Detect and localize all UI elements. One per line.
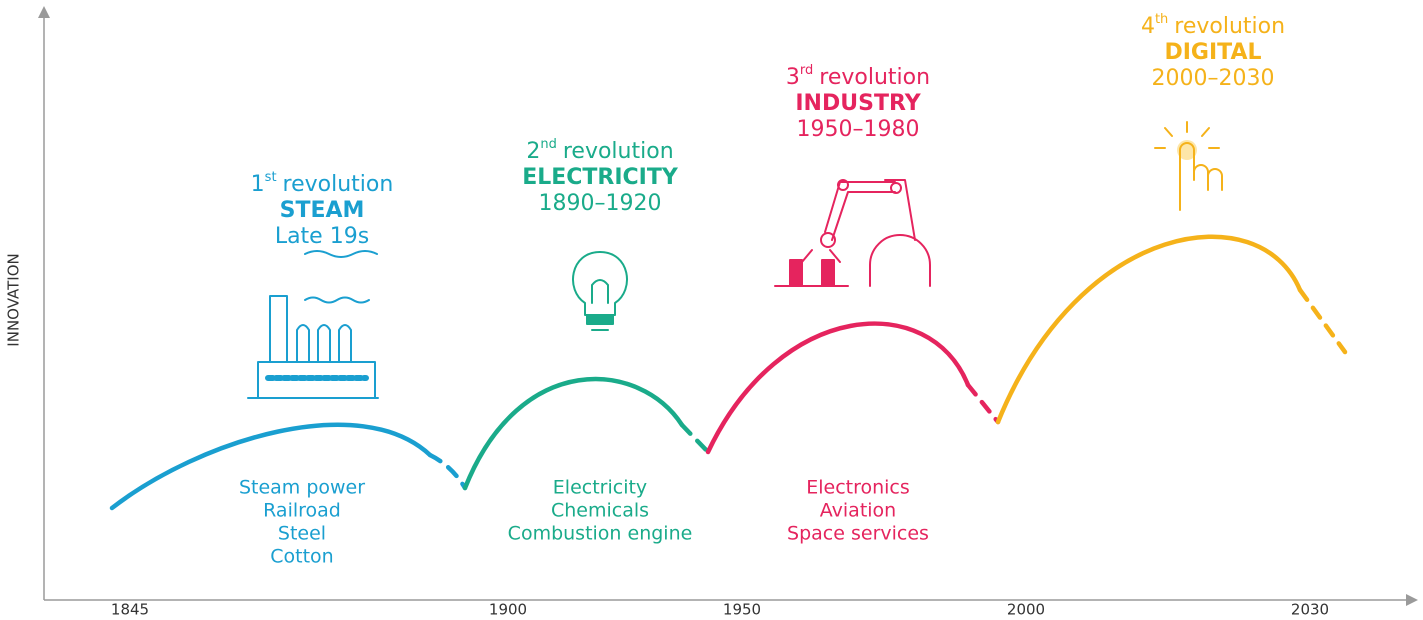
curve-digital-dash: [1297, 287, 1348, 355]
bulb-icon: [572, 251, 628, 331]
revolution-item: Cotton: [270, 546, 333, 568]
revolution-item: Railroad: [263, 500, 341, 522]
x-tick-label: 1900: [489, 601, 527, 619]
revolution-item: Combustion engine: [508, 523, 693, 545]
revolution-period: 1890–1920: [539, 191, 662, 216]
revolution-item: Chemicals: [551, 500, 649, 522]
revolution-period: 2000–2030: [1152, 66, 1275, 91]
revolution-item: Space services: [787, 523, 929, 545]
curve-steam: [109, 422, 433, 511]
revolution-name: STEAM: [280, 198, 365, 223]
ordinal: 1: [251, 172, 265, 197]
revolution-heading: 4th revolution: [1141, 12, 1285, 40]
revolution-heading: 1st revolution: [251, 170, 394, 198]
ordinal: 2: [526, 139, 540, 164]
robot-icon: [774, 179, 931, 287]
curve-industry: [705, 321, 971, 455]
curve-electricity: [462, 376, 685, 491]
ordinal: 4: [1141, 14, 1155, 39]
revolution-heading: 3rd revolution: [786, 63, 930, 91]
axes: [38, 6, 1418, 606]
ordinal-suffix: st: [265, 170, 277, 185]
revolution-period: Late 19s: [275, 224, 369, 249]
curve-digital: [995, 234, 1303, 425]
revolution-item: Steel: [278, 523, 326, 545]
revolution-name: DIGITAL: [1164, 40, 1261, 65]
factory-icon: [247, 250, 379, 399]
revolution-name: ELECTRICITY: [522, 165, 679, 190]
revolution-heading: 2nd revolution: [526, 137, 673, 165]
curve-industry-dash: [965, 382, 1001, 425]
ordinal: 3: [786, 65, 800, 90]
revolution-item: Electronics: [806, 477, 910, 499]
curve-steam-dash: [427, 452, 468, 491]
y-arrow: [38, 6, 50, 18]
ordinal-suffix: nd: [540, 137, 557, 152]
x-arrow: [1406, 594, 1418, 606]
revolution-item: Electricity: [553, 477, 647, 499]
revolution-label: revolution: [283, 172, 394, 197]
curves: [109, 234, 1348, 511]
revolution-name: INDUSTRY: [795, 91, 921, 116]
x-tick-label: 2000: [1007, 601, 1045, 619]
ordinal-suffix: rd: [800, 63, 813, 78]
ordinal-suffix: th: [1155, 12, 1168, 27]
revolution-label: revolution: [819, 65, 930, 90]
revolution-label: revolution: [1174, 14, 1285, 39]
revolution-item: Steam power: [239, 477, 365, 499]
x-tick-label: 2030: [1291, 601, 1329, 619]
curve-electricity-dash: [679, 422, 711, 455]
x-tick-label: 1845: [111, 601, 149, 619]
revolution-item: Aviation: [820, 500, 896, 522]
hand-icon: [1154, 121, 1223, 211]
x-tick-label: 1950: [723, 601, 761, 619]
revolution-period: 1950–1980: [797, 117, 920, 142]
y-axis-label: INNOVATION: [5, 253, 23, 346]
revolution-label: revolution: [563, 139, 674, 164]
